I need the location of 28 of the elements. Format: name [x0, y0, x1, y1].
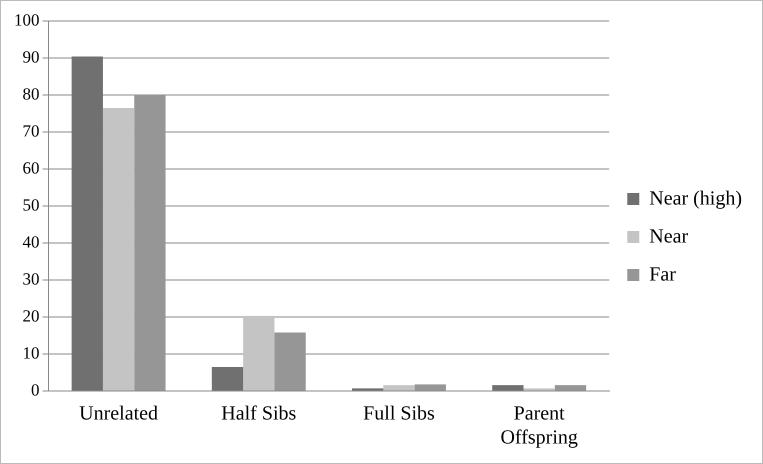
x-tick-label: Full Sibs — [363, 402, 436, 424]
bar — [212, 366, 244, 390]
bar — [134, 95, 166, 390]
y-tick-label: 20 — [22, 306, 40, 326]
legend-label: Far — [649, 263, 676, 286]
legend-label: Near — [649, 225, 688, 248]
y-tick-label: 100 — [14, 10, 40, 30]
bar — [102, 108, 134, 390]
bar — [554, 385, 586, 390]
bar — [72, 56, 103, 390]
y-tick-label: 70 — [22, 121, 40, 140]
y-tick-label: 10 — [22, 343, 40, 362]
bar — [414, 384, 446, 390]
y-tick-label: 90 — [22, 47, 40, 66]
y-tick-label: 60 — [22, 158, 40, 178]
x-tick-label: Half Sibs — [221, 402, 297, 424]
y-tick-label: 40 — [22, 232, 40, 252]
y-tick-label: 0 — [31, 380, 40, 400]
bar — [243, 316, 274, 390]
bar — [274, 332, 306, 390]
legend-label: Near (high) — [649, 187, 742, 210]
bar — [383, 385, 415, 390]
bar — [492, 385, 524, 390]
y-tick-label: 80 — [22, 84, 40, 104]
y-tick-label: 50 — [22, 195, 40, 214]
y-tick-label: 30 — [22, 269, 40, 288]
x-tick-label: Unrelated — [79, 402, 158, 424]
x-tick-label: Parent Offspring — [500, 402, 578, 448]
